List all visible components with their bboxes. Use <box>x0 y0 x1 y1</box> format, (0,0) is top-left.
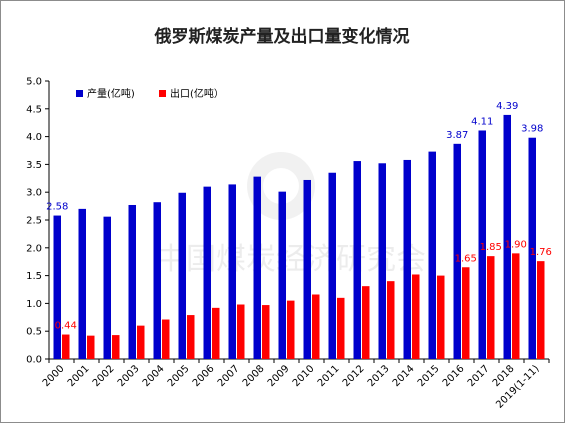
bar-production <box>128 204 136 359</box>
data-labels: 2.58 3.874.114.39 3.98 0.44 1.651.85 1.901.76 <box>46 101 552 332</box>
y-tick-label: 2.0 <box>26 243 42 254</box>
x-tick-label: 2011 <box>316 363 342 389</box>
bar-export <box>262 305 270 359</box>
data-label-production: 3.87 <box>446 130 468 141</box>
legend-swatch-export <box>159 90 166 97</box>
bar-production <box>228 184 236 359</box>
bar-production <box>203 186 211 359</box>
bar-production <box>503 114 511 359</box>
x-tick-label: 2012 <box>341 363 367 389</box>
x-tick-label: 2006 <box>191 363 217 389</box>
bar-export <box>387 281 395 359</box>
bar-export <box>162 319 170 359</box>
bar-production <box>403 159 411 359</box>
data-label-export: 1.85 <box>480 242 502 253</box>
x-tick-label: 2016 <box>441 363 467 389</box>
bar-export <box>62 334 70 359</box>
data-label-export: 1.76 <box>530 247 552 258</box>
x-tick-label: 2014 <box>391 363 417 389</box>
x-tick-label: 2013 <box>366 363 392 389</box>
legend: 产量(亿吨) 出口(亿吨） <box>76 87 224 100</box>
data-label-export: 1.65 <box>455 253 477 264</box>
y-tick-label: 5.0 <box>26 77 42 88</box>
y-tick-label: 2.5 <box>26 216 42 227</box>
x-tick-label: 2004 <box>141 363 167 389</box>
bar-production <box>53 215 61 359</box>
data-label-production: 2.58 <box>46 202 68 213</box>
bar-export <box>362 286 370 359</box>
bar-production <box>278 191 286 359</box>
bar-export <box>537 261 545 359</box>
bar-export <box>512 253 520 359</box>
y-tick-label: 3.0 <box>26 188 42 199</box>
x-tick-label: 2007 <box>216 363 242 389</box>
data-label-production: 4.39 <box>496 101 518 112</box>
bar-production <box>528 137 536 359</box>
bar-production <box>353 161 361 359</box>
bar-export <box>312 294 320 359</box>
bar-production <box>428 151 436 359</box>
bar-export <box>212 307 220 359</box>
bar-export <box>437 275 445 359</box>
bar-production <box>328 172 336 359</box>
data-label-production: 3.98 <box>521 124 543 135</box>
y-axis: 0.0 0.5 1.0 1.5 2.0 2.5 3.0 3.5 4.0 4.5 5.0 <box>26 77 50 366</box>
bar-export <box>187 315 195 359</box>
y-tick-label: 0.0 <box>26 355 42 366</box>
watermark-logo-inner <box>263 168 299 204</box>
bar-production <box>378 163 386 359</box>
legend-label-export: 出口(亿吨） <box>170 87 224 100</box>
chart-title: 俄罗斯煤炭产量及出口量变化情况 <box>154 26 410 47</box>
x-tick-label: 2010 <box>291 363 317 389</box>
x-tick-label: 2008 <box>241 363 267 389</box>
legend-label-production: 产量(亿吨) <box>87 87 135 100</box>
y-tick-label: 3.5 <box>26 160 42 171</box>
bar-export <box>237 304 245 359</box>
x-tick-label: 2015 <box>416 363 442 389</box>
y-tick-label: 1.5 <box>26 271 42 282</box>
legend-swatch-production <box>76 90 83 97</box>
x-tick-label: 2005 <box>166 363 192 389</box>
bar-export <box>487 256 495 359</box>
x-tick-label: 2000 <box>41 363 67 389</box>
data-label-production: 4.11 <box>471 116 493 127</box>
bar-export <box>112 335 120 359</box>
x-tick-label: 2002 <box>91 363 117 389</box>
bar-export <box>137 325 145 359</box>
data-label-export: 1.90 <box>505 239 527 250</box>
bar-production <box>78 208 86 359</box>
y-tick-label: 4.5 <box>26 104 42 115</box>
y-tick-label: 1.0 <box>26 299 42 310</box>
bar-production <box>478 130 486 359</box>
bar-production <box>253 176 261 359</box>
x-tick-label: 2009 <box>266 363 292 389</box>
y-tick-label: 4.0 <box>26 132 42 143</box>
bar-export <box>462 267 470 359</box>
bar-export <box>287 300 295 359</box>
data-label-export: 0.44 <box>55 321 77 332</box>
bar-production <box>303 179 311 359</box>
bar-production <box>178 192 186 359</box>
bar-production <box>153 202 161 359</box>
x-axis: 2000 2001 2002 2003 2004 2005 2006 2007 2008 2009… <box>41 358 550 411</box>
x-tick-label: 2001 <box>66 363 92 389</box>
bars <box>53 114 545 359</box>
bar-export <box>87 335 95 359</box>
x-tick-label: 2017 <box>466 363 492 389</box>
bar-production <box>453 143 461 359</box>
bar-export <box>337 297 345 359</box>
watermark-logo <box>247 152 315 220</box>
bar-production <box>103 216 111 359</box>
x-tick-label: 2003 <box>116 363 142 389</box>
y-tick-label: 0.5 <box>26 327 42 338</box>
bar-export <box>412 274 420 359</box>
